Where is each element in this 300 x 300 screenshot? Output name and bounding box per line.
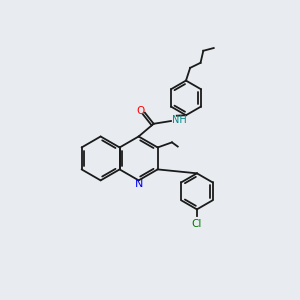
Text: Cl: Cl bbox=[192, 219, 202, 229]
Text: NH: NH bbox=[172, 115, 187, 125]
Text: O: O bbox=[136, 106, 145, 116]
Text: N: N bbox=[135, 179, 143, 189]
